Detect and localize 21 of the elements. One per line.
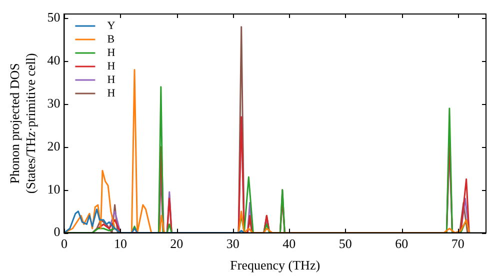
x-axis-title: Frequency (THz) bbox=[230, 258, 320, 273]
legend-label: H bbox=[107, 46, 116, 59]
y-tick-label: 20 bbox=[47, 138, 60, 154]
y-tick-label: 10 bbox=[47, 181, 60, 196]
y-axis-title: Phonon projected DOS (States/THz·primitive cell) bbox=[7, 53, 38, 194]
legend-label: H bbox=[107, 87, 116, 100]
legend-label: H bbox=[107, 60, 116, 72]
y-tick-label: 0 bbox=[54, 224, 60, 240]
x-tick-label: 40 bbox=[282, 236, 296, 252]
legend-label: H bbox=[107, 74, 116, 86]
x-tick-label: 30 bbox=[226, 236, 240, 252]
x-tick-label: 70 bbox=[451, 236, 464, 252]
y-tick-label: 50 bbox=[47, 10, 60, 25]
y-tick-label: 30 bbox=[47, 96, 60, 111]
x-tick-label: 60 bbox=[395, 236, 408, 252]
legend-label: Y bbox=[107, 20, 116, 32]
x-tick-label: 50 bbox=[338, 236, 352, 252]
y-tick-label: 40 bbox=[47, 52, 60, 68]
legend-label: B bbox=[107, 33, 115, 46]
x-tick-label: 10 bbox=[114, 236, 127, 252]
x-tick-label: 20 bbox=[170, 236, 184, 252]
